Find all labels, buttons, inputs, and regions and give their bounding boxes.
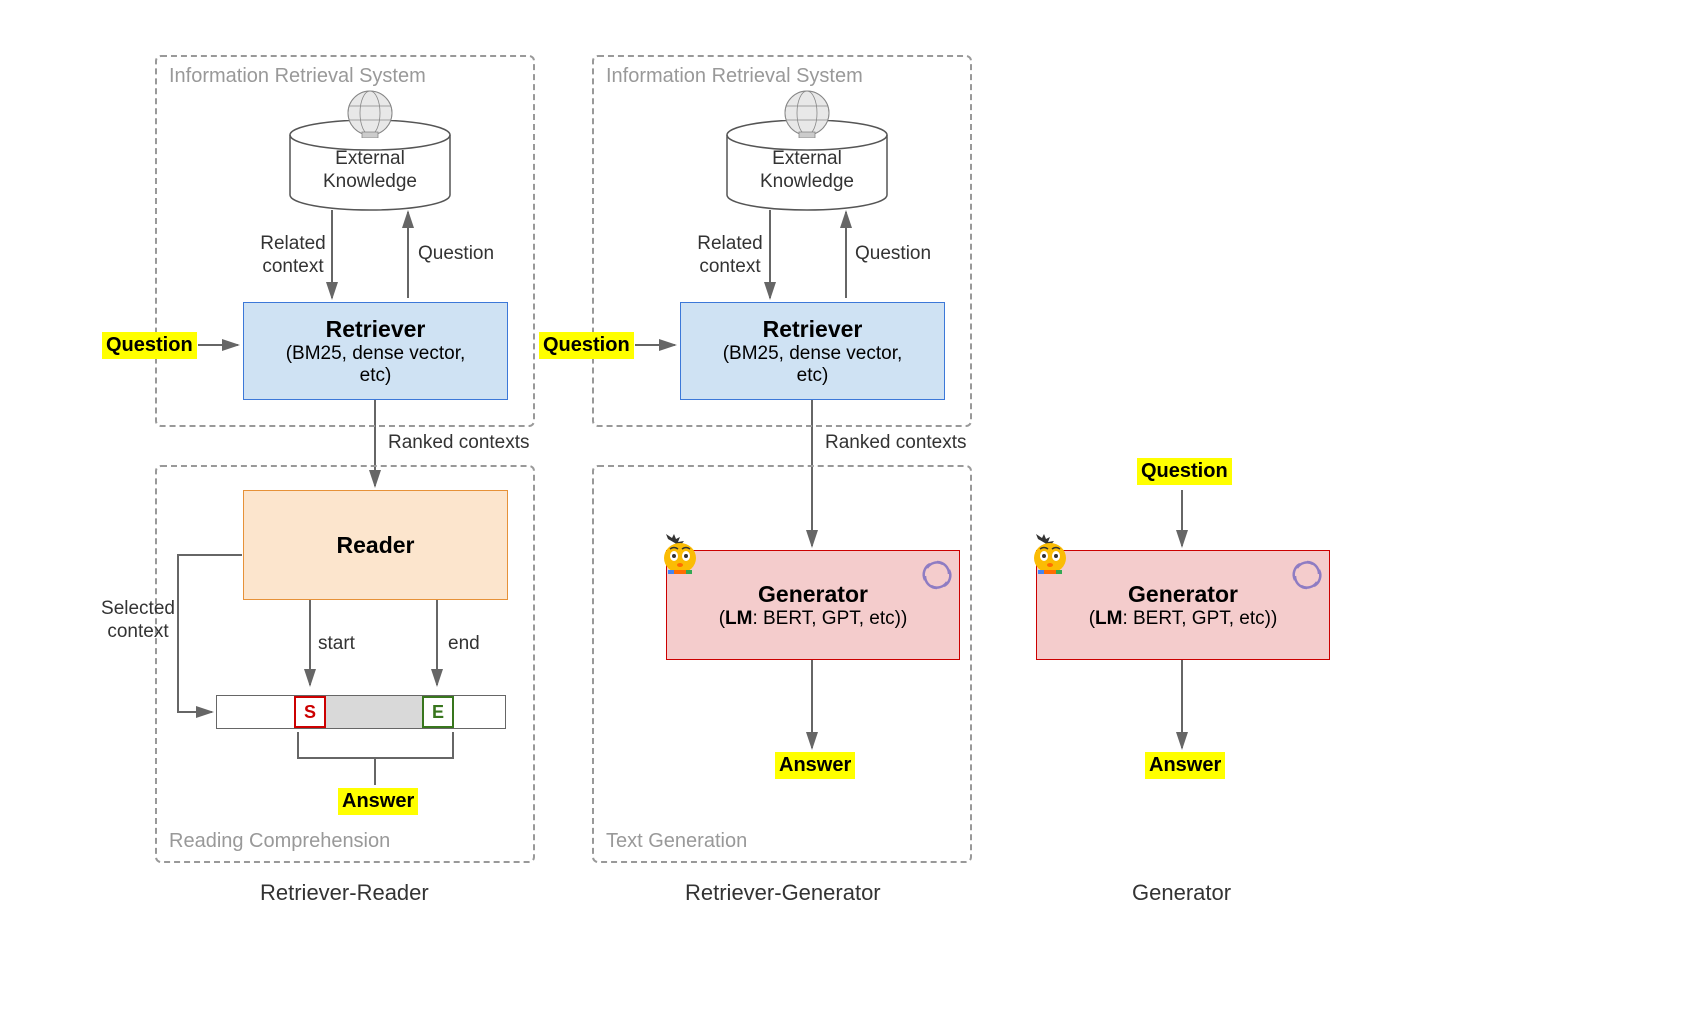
openai-icon-3 — [1290, 558, 1325, 593]
answer-col3: Answer — [1145, 752, 1225, 779]
reader-title: Reader — [337, 532, 415, 559]
bert-icon — [660, 534, 700, 574]
ranked-label-1: Ranked contexts — [388, 432, 530, 455]
question-side-label-2: Question — [855, 243, 931, 266]
related-context-label-1: Related context — [253, 233, 333, 279]
question-input-col1: Question — [102, 332, 197, 359]
start-box: S — [294, 696, 326, 728]
generator-box-col2: Generator (LM: BERT, GPT, etc)) — [666, 550, 960, 660]
caption-col2: Retriever-Generator — [685, 880, 881, 906]
textgen-box: Text Generation — [592, 465, 972, 863]
bert-icon-3 — [1030, 534, 1070, 574]
retriever-sub: (BM25, dense vector,etc) — [276, 343, 476, 387]
end-label: end — [448, 633, 480, 656]
generator-box-col3: Generator (LM: BERT, GPT, etc)) — [1036, 550, 1330, 660]
selected-context-label: Selected context — [98, 598, 178, 644]
globe-icon-2 — [782, 88, 832, 138]
answer-col1: Answer — [338, 788, 418, 815]
question-side-label-1: Question — [418, 243, 494, 266]
start-label: start — [318, 633, 355, 656]
reader-box: Reader — [243, 490, 508, 600]
span-gray — [326, 696, 422, 728]
irs-label-2: Information Retrieval System — [606, 65, 863, 88]
irs-label: Information Retrieval System — [169, 65, 426, 88]
answer-col2: Answer — [775, 752, 855, 779]
question-input-col2: Question — [539, 332, 634, 359]
ext-know-label-1: External Knowledge — [300, 148, 440, 194]
openai-icon — [920, 558, 955, 593]
related-context-label-2: Related context — [690, 233, 770, 279]
retriever-box-col2: Retriever (BM25, dense vector,etc) — [680, 302, 945, 400]
retriever-box-col1: Retriever (BM25, dense vector,etc) — [243, 302, 508, 400]
caption-col1: Retriever-Reader — [260, 880, 429, 906]
ranked-label-2: Ranked contexts — [825, 432, 967, 455]
caption-col3: Generator — [1132, 880, 1231, 906]
globe-icon — [345, 88, 395, 138]
ext-know-label-2: External Knowledge — [737, 148, 877, 194]
end-box: E — [422, 696, 454, 728]
retriever-title: Retriever — [326, 316, 426, 343]
reading-label: Reading Comprehension — [169, 830, 390, 853]
textgen-label: Text Generation — [606, 830, 747, 853]
question-input-col3: Question — [1137, 458, 1232, 485]
